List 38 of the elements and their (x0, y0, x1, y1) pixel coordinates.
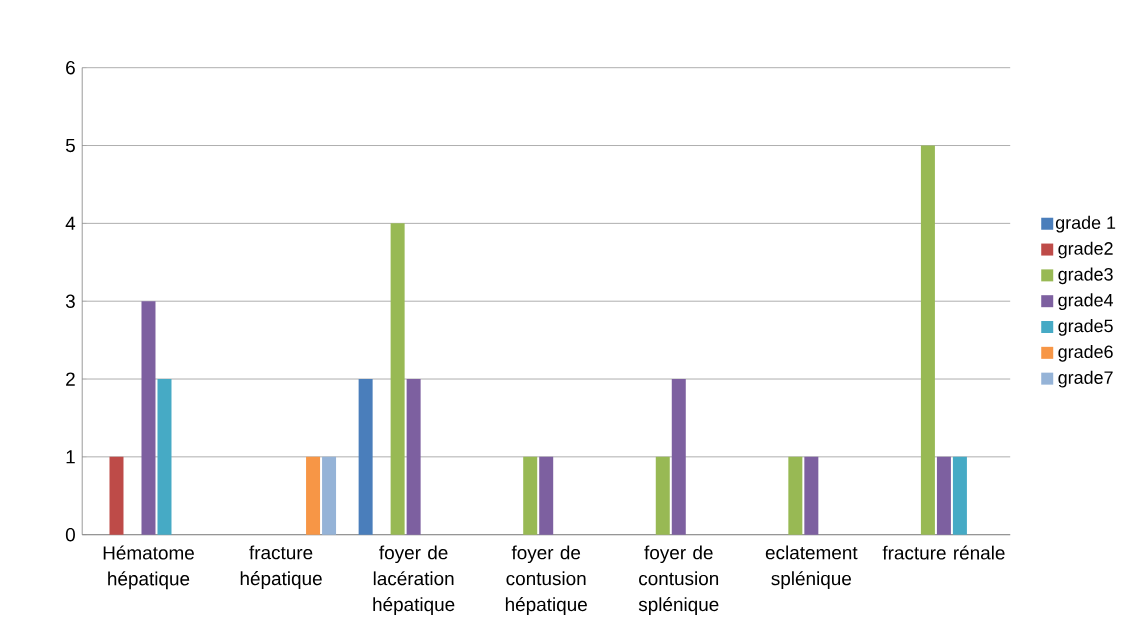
bar (157, 379, 172, 535)
x-tick-label: fracture hépatique (240, 545, 322, 589)
bar (671, 379, 686, 535)
legend-label: grade5 (1058, 319, 1113, 336)
y-tick-label: 5 (65, 138, 75, 153)
bar (406, 379, 421, 535)
legend-label: grade4 (1058, 293, 1114, 310)
y-tick-label: 3 (65, 294, 75, 308)
x-tick-label: eclatement splénique (765, 545, 858, 589)
x-tick-label: foyer de lacération hépatique (373, 545, 455, 615)
bar (109, 456, 124, 535)
bar (358, 379, 373, 535)
bar (655, 456, 670, 535)
bar (306, 456, 321, 535)
bar (952, 456, 967, 535)
y-tick-label: 0 (65, 527, 75, 542)
legend-label: grade 1 (1055, 215, 1116, 233)
legend-label: grade6 (1058, 344, 1113, 362)
x-tick-label: foyer de contusion splénique (638, 545, 719, 615)
bar (322, 456, 337, 535)
y-tick-label: 4 (65, 216, 76, 230)
bar (390, 223, 405, 535)
y-tick-label: 6 (66, 60, 75, 75)
x-tick-label: fracture rénale (882, 545, 1005, 560)
bar (141, 301, 156, 535)
bar (804, 456, 819, 535)
bar (788, 456, 803, 535)
legend-label: grade2 (1058, 241, 1113, 259)
legend-label: grade3 (1058, 267, 1113, 285)
y-tick-label: 2 (66, 372, 75, 386)
x-tick-label: foyer de contusion hépatique (505, 545, 587, 615)
bar (539, 456, 554, 535)
legend-label: grade7 (1058, 370, 1113, 388)
bar (523, 456, 538, 535)
bar (920, 145, 935, 535)
bar (936, 456, 951, 535)
x-tick-label: Hématome hépatique (103, 545, 194, 590)
y-tick-label: 1 (66, 450, 75, 464)
